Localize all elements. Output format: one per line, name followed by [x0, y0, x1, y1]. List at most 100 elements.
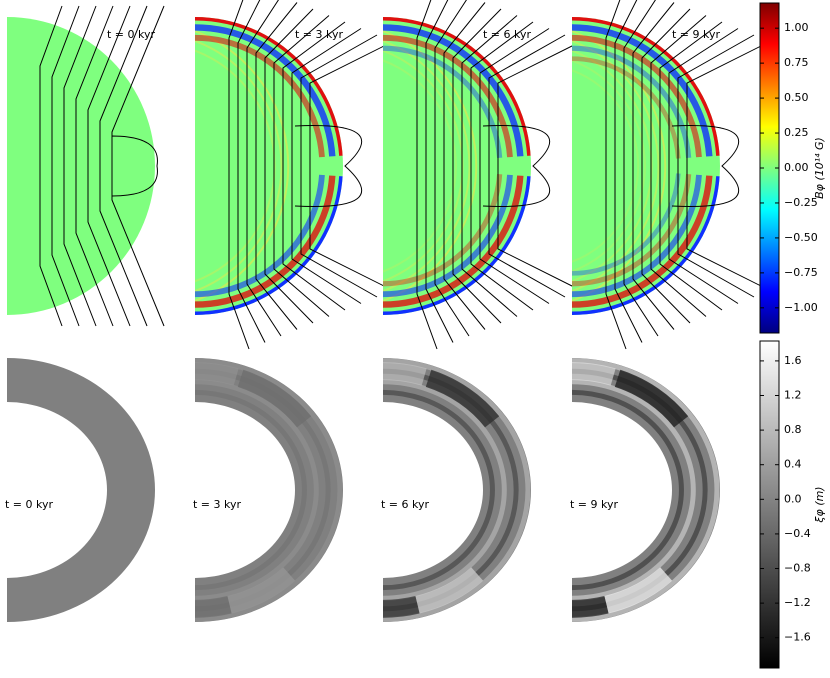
- field-line: [291, 28, 362, 304]
- displacement-panel: t = 6 kyr: [381, 358, 531, 622]
- band: [195, 176, 343, 315]
- colorbar-tick-label: −1.2: [784, 596, 811, 609]
- colorbar-tick-label: 1.00: [784, 21, 809, 34]
- field-line: [479, 28, 550, 304]
- field-line: [686, 41, 771, 291]
- colorbar-tick-label: 1.6: [784, 354, 802, 367]
- field-line: [416, 0, 438, 350]
- colorbar-tick-label: 1.2: [784, 389, 802, 402]
- band: [572, 35, 702, 158]
- field-line: [228, 0, 250, 350]
- band-halo: [383, 54, 457, 278]
- colorbar-tick-label: 0.50: [784, 91, 809, 104]
- field-line: [482, 125, 551, 207]
- bands: [383, 17, 531, 315]
- field-panel: t = 9 kyr: [572, 0, 771, 350]
- band: [572, 173, 681, 276]
- displacement-panel: t = 0 kyr: [5, 358, 155, 622]
- patch: [383, 362, 427, 386]
- field-line: [309, 41, 394, 291]
- patch: [415, 567, 484, 614]
- colorbar-label: Bφ (10¹⁴ G): [813, 137, 826, 199]
- patch: [614, 369, 689, 428]
- colorbar-label: ξφ (m): [813, 486, 826, 523]
- field-line: [75, 5, 114, 327]
- band: [383, 24, 524, 157]
- patch: [425, 369, 500, 428]
- field-line: [273, 15, 330, 317]
- band: [195, 174, 325, 297]
- colorbar-tick-label: 0.75: [784, 56, 809, 69]
- displacement-panel: t = 3 kyr: [193, 358, 343, 622]
- band: [195, 17, 343, 156]
- field-lines: [39, 5, 165, 327]
- field-line: [470, 21, 534, 311]
- field-line: [255, 2, 298, 330]
- band-halo: [383, 33, 471, 299]
- half-disk: [383, 17, 531, 315]
- field-line: [246, 0, 282, 337]
- band: [383, 175, 524, 308]
- band: [383, 35, 513, 158]
- patch: [195, 362, 239, 386]
- field-line: [87, 5, 131, 327]
- field-line: [99, 5, 148, 327]
- field-line: [650, 15, 707, 317]
- colorbar-tick-label: −0.8: [784, 562, 811, 575]
- field-line: [39, 5, 63, 327]
- colorbar-tick-label: 0.25: [784, 126, 809, 139]
- field-line: [300, 34, 378, 298]
- band-halo: [572, 23, 667, 309]
- field-line: [282, 21, 346, 311]
- band: [383, 358, 531, 622]
- band: [195, 379, 319, 601]
- field-line: [237, 0, 266, 343]
- half-disk: [572, 17, 720, 315]
- field-line: [264, 8, 314, 324]
- band: [572, 24, 713, 157]
- band: [383, 176, 531, 315]
- field-lines: [605, 0, 771, 350]
- field-line: [605, 0, 627, 350]
- field-line: [671, 125, 740, 207]
- field-line: [111, 135, 158, 197]
- bands: [383, 358, 531, 622]
- annulus: [7, 358, 155, 622]
- field-line: [63, 5, 97, 327]
- panel-label: t = 0 kyr: [5, 498, 54, 511]
- band: [383, 174, 513, 297]
- field-line: [668, 28, 739, 304]
- field-line: [632, 2, 675, 330]
- panel-label: t = 3 kyr: [193, 498, 242, 511]
- field-line: [641, 8, 691, 324]
- field-lines: [228, 0, 394, 350]
- band: [383, 389, 496, 591]
- band: [383, 379, 507, 601]
- band: [572, 17, 720, 156]
- colorbar-tick-label: 0.4: [784, 458, 802, 471]
- field-line: [434, 0, 470, 337]
- band-halo: [572, 64, 640, 268]
- colorbar: [759, 340, 780, 669]
- field-panel: t = 6 kyr: [383, 0, 582, 350]
- panel-label: t = 0 kyr: [107, 28, 156, 41]
- band-halo: [195, 43, 276, 289]
- field-panel: t = 3 kyr: [195, 0, 394, 350]
- field-line: [614, 0, 643, 343]
- panel-label: t = 3 kyr: [295, 28, 344, 41]
- field-line: [51, 5, 80, 327]
- band: [572, 45, 692, 158]
- panel-label: t = 9 kyr: [570, 498, 619, 511]
- field-panel: t = 0 kyr: [7, 5, 165, 327]
- half-disk: [195, 17, 343, 315]
- band: [383, 174, 503, 287]
- band: [572, 176, 720, 315]
- displacement-panel: t = 9 kyr: [570, 358, 720, 622]
- panel-label: t = 6 kyr: [381, 498, 430, 511]
- band: [572, 379, 696, 601]
- band: [383, 17, 531, 156]
- colorbar-tick-label: −0.4: [784, 527, 811, 540]
- band-halo: [195, 33, 283, 299]
- half-disk: [7, 17, 155, 315]
